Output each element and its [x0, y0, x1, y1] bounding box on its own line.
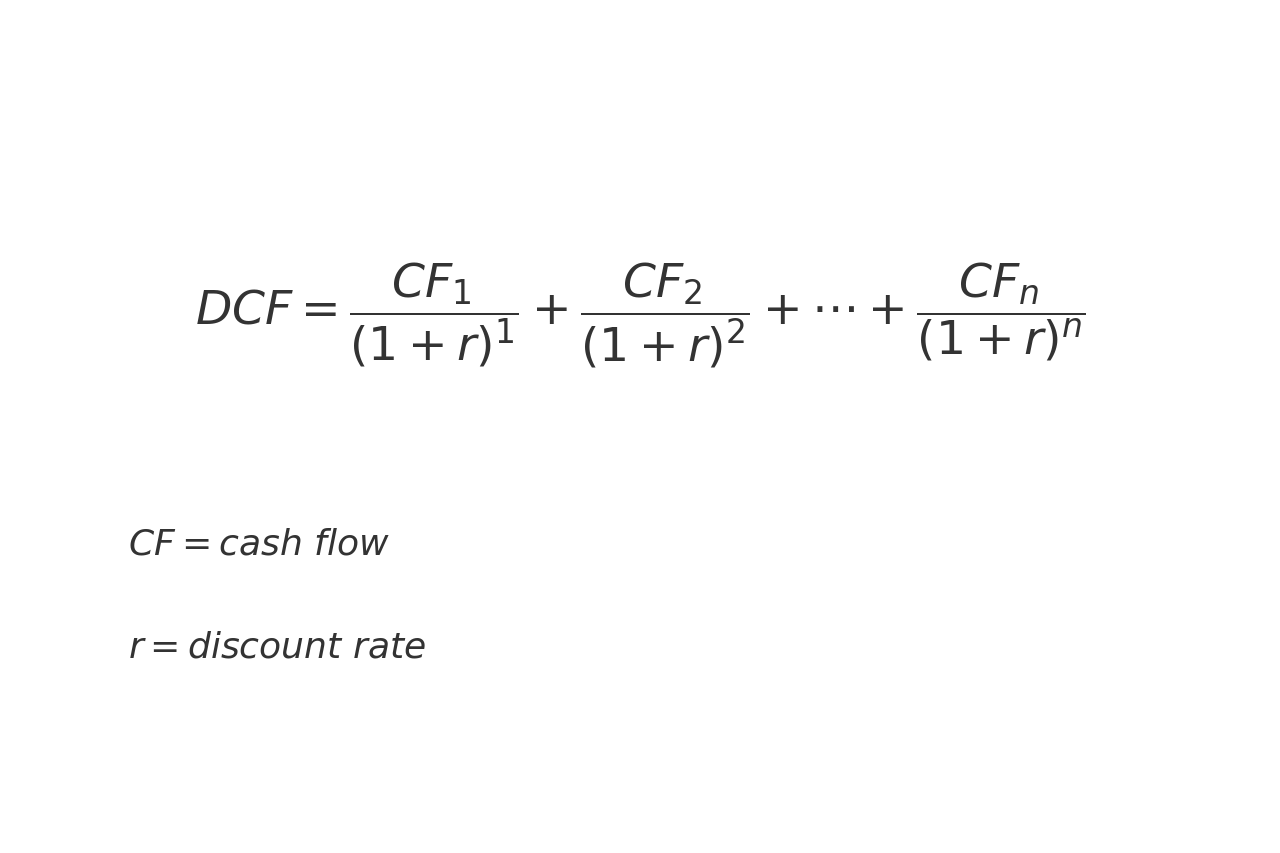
Bar [612, 752, 668, 756]
Text: www.inchcalculator.com: www.inchcalculator.com [489, 810, 791, 830]
Bar [612, 763, 636, 766]
Text: Discounted Cash Flow Formula: Discounted Cash Flow Formula [105, 32, 1175, 100]
Bar [612, 760, 636, 763]
Bar [644, 763, 668, 766]
Bar [644, 757, 668, 758]
Bar [644, 760, 668, 763]
Text: $DCF = \dfrac{CF_1}{(1+r)^1} + \dfrac{CF_2}{(1+r)^2} + \cdots + \dfrac{CF_n}{(1+: $DCF = \dfrac{CF_1}{(1+r)^1} + \dfrac{CF… [195, 260, 1085, 369]
Text: $CF = \mathit{cash\ flow}$: $CF = \mathit{cash\ flow}$ [128, 526, 390, 560]
Text: $r = \mathit{discount\ rate}$: $r = \mathit{discount\ rate}$ [128, 630, 426, 664]
Bar [612, 757, 636, 758]
